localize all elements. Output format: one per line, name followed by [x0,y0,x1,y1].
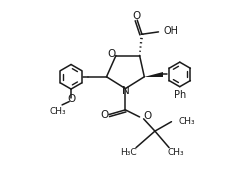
Text: H₃C: H₃C [120,148,137,157]
Polygon shape [144,72,163,77]
Text: O: O [67,94,75,104]
Text: O: O [100,110,109,120]
Text: Ph: Ph [174,90,186,99]
Text: O: O [143,111,151,121]
Text: CH₃: CH₃ [167,148,184,157]
Text: OH: OH [164,26,179,36]
Text: O: O [108,49,116,59]
Text: N: N [122,86,130,96]
Text: CH₃: CH₃ [50,108,66,116]
Text: O: O [133,11,141,21]
Text: CH₃: CH₃ [179,117,195,126]
